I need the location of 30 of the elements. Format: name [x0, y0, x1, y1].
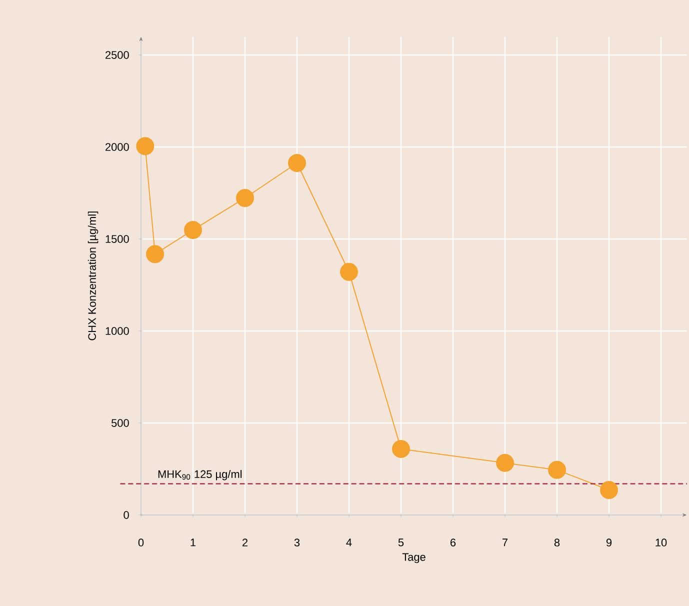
point	[236, 188, 254, 207]
y-tick-label: 1000	[106, 327, 129, 335]
point	[392, 440, 410, 458]
x-tick-label: 9	[606, 538, 612, 546]
y-tick-label: 500	[112, 419, 129, 427]
x-tick-label: 7	[502, 538, 508, 546]
x-tick-label: 5	[398, 538, 404, 546]
ref-line-label: MHK$_{90}$ 125 µg/ml	[158, 470, 242, 480]
point	[340, 262, 358, 281]
y-tick-label: 2500	[106, 51, 129, 59]
y-axis-title: CHX Konzentration [µg/ml]	[88, 212, 98, 340]
y-tick-label: 0	[124, 511, 129, 519]
x-tick-label: 3	[294, 538, 300, 546]
point	[548, 460, 566, 479]
x-tick-label: 6	[450, 538, 456, 546]
x-tick-label: 10	[656, 538, 667, 546]
point	[288, 154, 306, 172]
point	[184, 220, 202, 239]
point	[496, 454, 514, 472]
x-tick-label: 2	[242, 538, 248, 546]
x-tick-label: 4	[346, 538, 352, 546]
point	[600, 480, 618, 499]
x-tick-label: 0	[138, 538, 144, 546]
x-axis-title: Tage	[402, 553, 426, 564]
x-tick-label: 8	[554, 538, 560, 546]
y-tick-label: 1500	[106, 235, 129, 243]
x-tick-label: 1	[190, 538, 196, 546]
point	[146, 245, 164, 264]
point	[136, 137, 154, 156]
y-tick-label: 2000	[106, 143, 129, 151]
